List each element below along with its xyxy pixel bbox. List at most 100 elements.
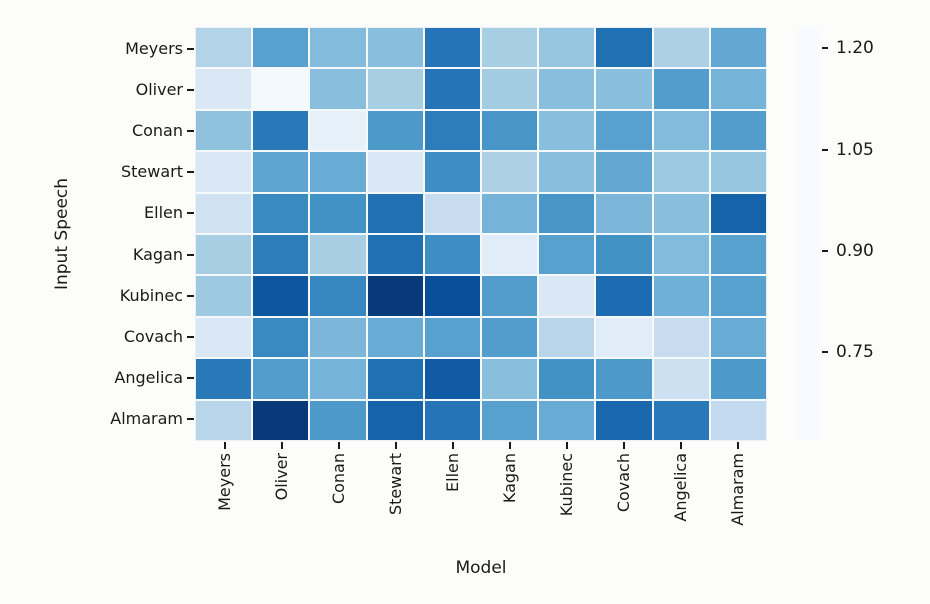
heatmap-cell-Conan-Oliver: [253, 110, 309, 151]
heatmap-cell-Almaram-Kagan: [482, 400, 538, 440]
heatmap-cell-Almaram-Oliver: [253, 400, 309, 440]
heatmap-cell-Conan-Conan: [310, 110, 366, 151]
x-tick-label-Covach: Covach: [613, 453, 633, 513]
heatmap-cell-Conan-Covach: [596, 110, 652, 151]
heatmap-cell-Meyers-Angelica: [653, 28, 709, 68]
colorbar-tick-mark: [822, 351, 828, 354]
heatmap-cell-Kagan-Oliver: [253, 235, 309, 275]
y-tick-mark: [187, 294, 194, 297]
x-tick-mark: [622, 442, 625, 449]
heatmap-cell-Oliver-Almaram: [710, 69, 766, 109]
heatmap-cell-Covach-Oliver: [253, 317, 309, 358]
heatmap-cell-Stewart-Covach: [596, 152, 652, 192]
colorbar-tick-label-1.20: 1.20: [836, 38, 874, 59]
heatmap-cell-Kubinec-Almaram: [710, 276, 766, 316]
heatmap-cell-Almaram-Stewart: [367, 400, 423, 440]
heatmap-cell-Oliver-Stewart: [367, 69, 423, 109]
x-tick-mark: [280, 442, 283, 449]
heatmap-cell-Stewart-Stewart: [367, 152, 423, 192]
heatmap-cell-Kubinec-Ellen: [424, 276, 480, 316]
heatmap-cell-Meyers-Ellen: [424, 28, 480, 68]
heatmap-cell-Almaram-Almaram: [710, 400, 766, 440]
heatmap-cell-Ellen-Angelica: [653, 193, 709, 233]
heatmap-cell-Kagan-Ellen: [424, 235, 480, 275]
x-tick-label-Kubinec: Kubinec: [556, 453, 576, 517]
y-tick-mark: [187, 253, 194, 256]
heatmap-cell-Stewart-Meyers: [196, 152, 252, 192]
heatmap-cell-Almaram-Covach: [596, 400, 652, 440]
y-tick-label-Stewart: Stewart: [120, 162, 183, 182]
colorbar-tick-mark: [822, 148, 828, 151]
heatmap-cell-Oliver-Angelica: [653, 69, 709, 109]
heatmap-cell-Ellen-Covach: [596, 193, 652, 233]
y-tick-mark: [187, 171, 194, 174]
heatmap-cell-Kubinec-Kubinec: [539, 276, 595, 316]
heatmap-cell-Covach-Kagan: [482, 317, 538, 358]
heatmap-cell-Stewart-Almaram: [710, 152, 766, 192]
heatmap-cell-Oliver-Meyers: [196, 69, 252, 109]
heatmap-cell-Ellen-Oliver: [253, 193, 309, 233]
heatmap-cell-Conan-Meyers: [196, 110, 252, 151]
x-tick-label-Stewart: Stewart: [385, 453, 405, 516]
heatmap-cell-Covach-Covach: [596, 317, 652, 358]
y-tick-mark: [187, 88, 194, 91]
heatmap-cell-Angelica-Almaram: [710, 359, 766, 399]
heatmap-cell-Oliver-Kagan: [482, 69, 538, 109]
colorbar-tick-label-1.05: 1.05: [836, 139, 874, 160]
heatmap-cell-Kubinec-Stewart: [367, 276, 423, 316]
heatmap-cell-Kagan-Angelica: [653, 235, 709, 275]
y-tick-label-Covach: Covach: [123, 327, 183, 346]
x-tick-mark: [679, 442, 682, 449]
y-tick-label-Kubinec: Kubinec: [119, 285, 183, 305]
heatmap-cell-Angelica-Kagan: [482, 359, 538, 399]
heatmap-cell-Meyers-Kubinec: [539, 28, 595, 68]
heatmap-cell-Oliver-Covach: [596, 69, 652, 109]
y-tick-label-Meyers: Meyers: [125, 38, 183, 58]
heatmap-cell-Kubinec-Covach: [596, 276, 652, 316]
heatmap-cell-Covach-Conan: [310, 317, 366, 358]
x-tick-label-Conan: Conan: [328, 453, 348, 505]
heatmap-cell-Conan-Almaram: [710, 110, 766, 151]
x-tick-label-Almaram: Almaram: [727, 453, 747, 526]
heatmap-cell-Almaram-Kubinec: [539, 400, 595, 440]
y-tick-mark: [187, 47, 194, 50]
heatmap-cell-Kagan-Kagan: [482, 235, 538, 275]
y-tick-mark: [187, 336, 194, 338]
x-tick-label-Meyers: Meyers: [214, 453, 234, 511]
heatmap-cell-Covach-Kubinec: [539, 317, 595, 358]
heatmap-cell-Covach-Angelica: [653, 317, 709, 358]
heatmap-cell-Covach-Almaram: [710, 317, 766, 358]
heatmap-cell-Stewart-Conan: [310, 152, 366, 192]
heatmap-cell-Meyers-Kagan: [482, 28, 538, 68]
colorbar-tick-mark: [822, 47, 828, 50]
colorbar-tick-label-0.75: 0.75: [836, 342, 874, 363]
heatmap-cell-Kubinec-Kagan: [482, 276, 538, 316]
x-tick-mark: [736, 442, 739, 449]
y-tick-label-Almaram: Almaram: [110, 409, 183, 429]
y-tick-mark: [187, 418, 194, 421]
x-tick-label-Ellen: Ellen: [442, 453, 462, 492]
y-tick-mark: [187, 212, 194, 215]
x-tick-label-Kagan: Kagan: [499, 453, 519, 504]
y-tick-mark: [187, 130, 194, 132]
heatmap-cell-Meyers-Stewart: [367, 28, 423, 68]
heatmap-cell-Kagan-Meyers: [196, 235, 252, 275]
heatmap-cell-Angelica-Ellen: [424, 359, 480, 399]
heatmap-cell-Angelica-Conan: [310, 359, 366, 399]
heatmap-cell-Stewart-Ellen: [424, 152, 480, 192]
x-tick-mark: [451, 442, 454, 449]
y-tick-label-Ellen: Ellen: [144, 203, 183, 223]
heatmap-cell-Kubinec-Meyers: [196, 276, 252, 316]
heatmap-cell-Meyers-Covach: [596, 28, 652, 68]
y-tick-label-Angelica: Angelica: [114, 368, 183, 388]
heatmap-cell-Kagan-Conan: [310, 235, 366, 275]
x-tick-mark: [565, 442, 568, 449]
heatmap-cell-Kubinec-Angelica: [653, 276, 709, 316]
heatmap-cell-Angelica-Oliver: [253, 359, 309, 399]
x-axis-title: Model: [455, 558, 507, 578]
heatmap-cell-Ellen-Conan: [310, 193, 366, 233]
heatmap-cell-Covach-Stewart: [367, 317, 423, 358]
colorbar-tick-label-0.90: 0.90: [836, 240, 874, 261]
heatmap-cell-Angelica-Angelica: [653, 359, 709, 399]
y-tick-mark: [187, 377, 194, 380]
